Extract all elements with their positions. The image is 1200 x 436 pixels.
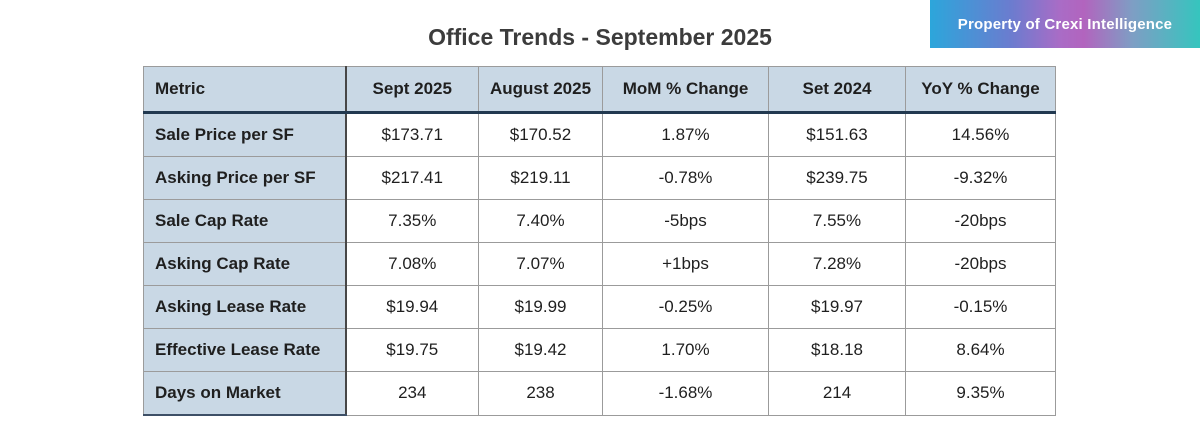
metric-cell: Asking Cap Rate bbox=[143, 242, 347, 286]
value-cell: $19.75 bbox=[345, 328, 479, 372]
header-cell: August 2025 bbox=[478, 66, 603, 114]
header-cell: MoM % Change bbox=[602, 66, 769, 114]
header-cell: YoY % Change bbox=[905, 66, 1056, 114]
header-row: Metric Sept 2025 August 2025 MoM % Change Se… bbox=[143, 66, 1056, 114]
value-cell: 7.55% bbox=[768, 199, 906, 243]
metric-cell: Sale Price per SF bbox=[143, 112, 347, 157]
value-cell: 7.08% bbox=[345, 242, 479, 286]
value-cell: $18.18 bbox=[768, 328, 906, 372]
table-row: Effective Lease Rate $19.75 $19.42 1.70% $18… bbox=[143, 328, 1056, 372]
value-cell: 7.35% bbox=[345, 199, 479, 243]
value-cell: 238 bbox=[478, 371, 603, 416]
table-row: Asking Cap Rate 7.08% 7.07% +1bps 7.28% -20bp… bbox=[143, 242, 1056, 286]
value-cell: $151.63 bbox=[768, 112, 906, 157]
value-cell: -1.68% bbox=[602, 371, 769, 416]
table-row: Sale Cap Rate 7.35% 7.40% -5bps 7.55% -20bps bbox=[143, 199, 1056, 243]
value-cell: $170.52 bbox=[478, 112, 603, 157]
value-cell: 7.07% bbox=[478, 242, 603, 286]
value-cell: 9.35% bbox=[905, 371, 1056, 416]
value-cell: 1.70% bbox=[602, 328, 769, 372]
office-trends-table: Metric Sept 2025 August 2025 MoM % Change Se… bbox=[143, 66, 1056, 416]
value-cell: $19.97 bbox=[768, 285, 906, 329]
value-cell: 8.64% bbox=[905, 328, 1056, 372]
value-cell: -5bps bbox=[602, 199, 769, 243]
value-cell: +1bps bbox=[602, 242, 769, 286]
metric-cell: Sale Cap Rate bbox=[143, 199, 347, 243]
table-body: Sale Price per SF $173.71 $170.52 1.87% $151… bbox=[143, 112, 1056, 416]
metric-cell: Asking Lease Rate bbox=[143, 285, 347, 329]
value-cell: $217.41 bbox=[345, 156, 479, 200]
value-cell: 14.56% bbox=[905, 112, 1056, 157]
table-row: Asking Lease Rate $19.94 $19.99 -0.25% $19.9… bbox=[143, 285, 1056, 329]
value-cell: -0.15% bbox=[905, 285, 1056, 329]
value-cell: 1.87% bbox=[602, 112, 769, 157]
metric-cell: Effective Lease Rate bbox=[143, 328, 347, 372]
value-cell: $219.11 bbox=[478, 156, 603, 200]
metric-cell: Days on Market bbox=[143, 371, 347, 416]
value-cell: 214 bbox=[768, 371, 906, 416]
value-cell: 7.28% bbox=[768, 242, 906, 286]
table-row: Sale Price per SF $173.71 $170.52 1.87% $151… bbox=[143, 112, 1056, 157]
value-cell: 7.40% bbox=[478, 199, 603, 243]
header-cell-metric: Metric bbox=[143, 66, 347, 114]
table-row: Asking Price per SF $217.41 $219.11 -0.78% $… bbox=[143, 156, 1056, 200]
table-row: Days on Market 234 238 -1.68% 214 9.35% bbox=[143, 371, 1056, 416]
value-cell: $19.42 bbox=[478, 328, 603, 372]
value-cell: -20bps bbox=[905, 199, 1056, 243]
value-cell: 234 bbox=[345, 371, 479, 416]
value-cell: -0.78% bbox=[602, 156, 769, 200]
table-header: Metric Sept 2025 August 2025 MoM % Change Se… bbox=[143, 66, 1056, 114]
value-cell: -9.32% bbox=[905, 156, 1056, 200]
metric-cell: Asking Price per SF bbox=[143, 156, 347, 200]
header-cell: Set 2024 bbox=[768, 66, 906, 114]
value-cell: $173.71 bbox=[345, 112, 479, 157]
header-cell: Sept 2025 bbox=[345, 66, 479, 114]
property-badge-label: Property of Crexi Intelligence bbox=[957, 15, 1173, 33]
value-cell: -0.25% bbox=[602, 285, 769, 329]
value-cell: -20bps bbox=[905, 242, 1056, 286]
property-badge: Property of Crexi Intelligence bbox=[930, 0, 1200, 48]
value-cell: $19.99 bbox=[478, 285, 603, 329]
value-cell: $239.75 bbox=[768, 156, 906, 200]
page-title: Office Trends - September 2025 bbox=[428, 24, 772, 50]
value-cell: $19.94 bbox=[345, 285, 479, 329]
